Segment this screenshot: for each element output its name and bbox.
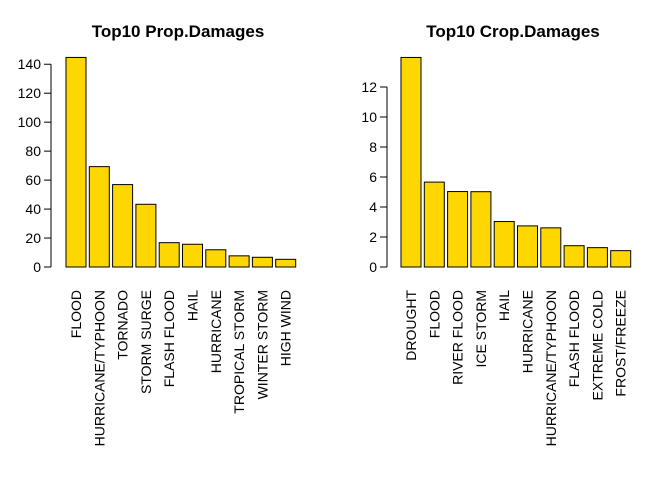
crop-y-tick-label: 0 [369,259,377,275]
crop-bar [540,227,562,268]
prop-y-tick-label: 0 [33,259,41,275]
crop-category-label: FLASH FLOOD [566,290,582,387]
crop-category-label: HURRICANE/TYPHOON [543,290,559,446]
prop-bar [228,255,250,268]
prop-bar [275,258,297,268]
prop-y-tick-label: 60 [25,172,41,188]
crop-y-tick-label: 10 [361,109,377,125]
prop-damages-panel: Top10 Prop.Damages 0 20 40 60 80 100 120 140 FLO… [18,22,297,446]
crop-bar [586,247,608,268]
crop-damages-title: Top10 Crop.Damages [426,22,600,41]
prop-bar [65,56,87,268]
prop-y-tick-label: 20 [25,230,41,246]
prop-y-tick-label: 80 [25,143,41,159]
crop-bar [493,221,515,268]
crop-y-tick-label: 4 [369,199,377,215]
crop-category-label: FLOOD [426,290,442,338]
crop-y-tick-label: 12 [361,79,377,95]
crop-y-tick-label: 2 [369,229,377,245]
crop-bar [470,191,492,268]
crop-category-label: ICE STORM [473,290,489,368]
prop-category-label: HAIL [185,290,201,321]
crop-y-tick-label: 6 [369,169,377,185]
crop-category-label: HURRICANE [520,290,536,373]
crop-y-tick-label: 8 [369,139,377,155]
crop-bar [400,56,422,268]
crop-bar [610,250,632,268]
prop-category-label: HURRICANE/TYPHOON [91,290,107,446]
prop-bar [251,256,273,268]
prop-damages-title: Top10 Prop.Damages [92,22,265,41]
prop-category-label: STORM SURGE [138,290,154,394]
prop-bar [158,242,180,268]
prop-category-label: HIGH WIND [278,290,294,366]
prop-y-tick-label: 140 [18,56,42,72]
prop-y-tick-label: 120 [18,85,42,101]
crop-category-label: EXTREME COLD [589,290,605,400]
crop-category-label: HAIL [496,290,512,321]
crop-category-label: DROUGHT [403,290,419,361]
crop-damages-panel: Top10 Crop.Damages 0 2 4 6 8 10 12 DROUGHT FLOOD… [361,22,632,446]
prop-bar [88,166,110,268]
prop-category-label: TROPICAL STORM [231,290,247,414]
crop-bar [423,181,445,268]
prop-bar [135,203,157,268]
prop-category-label: FLASH FLOOD [161,290,177,387]
prop-y-tick-label: 100 [18,114,42,130]
crop-bar [517,225,538,268]
crop-category-label: FROST/FREEZE [613,290,629,397]
crop-bar [447,191,469,268]
prop-category-label: FLOOD [68,290,84,338]
crop-bar [563,245,585,268]
prop-category-label: HURRICANE [208,290,224,373]
prop-category-label: TORNADO [115,290,131,360]
prop-bar [182,243,203,268]
prop-y-tick-label: 40 [25,201,41,217]
prop-category-label: WINTER STORM [254,290,270,399]
prop-bar [205,249,227,268]
prop-bar [112,184,134,268]
crop-category-label: RIVER FLOOD [450,290,466,385]
